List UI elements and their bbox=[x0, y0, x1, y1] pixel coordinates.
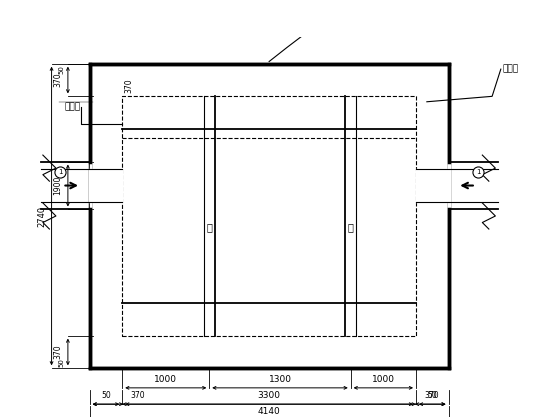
Text: 50: 50 bbox=[101, 391, 111, 400]
Text: 3300: 3300 bbox=[258, 391, 281, 400]
Text: 棂: 棂 bbox=[206, 222, 212, 232]
Text: 50: 50 bbox=[59, 358, 64, 367]
Text: 1000: 1000 bbox=[372, 375, 395, 383]
Text: 370: 370 bbox=[53, 345, 63, 359]
Text: 出水棂: 出水棂 bbox=[65, 103, 81, 112]
Text: 50: 50 bbox=[427, 391, 437, 400]
Text: 进水棂: 进水棂 bbox=[503, 65, 519, 73]
Text: 1900: 1900 bbox=[53, 176, 63, 195]
Text: 50: 50 bbox=[59, 65, 64, 73]
Text: 4140: 4140 bbox=[258, 407, 281, 416]
Text: 370: 370 bbox=[130, 391, 146, 400]
Text: 370: 370 bbox=[124, 79, 133, 93]
Text: 棂: 棂 bbox=[348, 222, 354, 232]
Text: 1000: 1000 bbox=[155, 375, 178, 383]
Text: 370: 370 bbox=[53, 73, 63, 87]
Text: 1: 1 bbox=[58, 170, 63, 176]
Text: 370: 370 bbox=[424, 391, 439, 400]
Bar bbox=[90, 64, 449, 368]
Text: 1300: 1300 bbox=[268, 375, 292, 383]
Text: 1: 1 bbox=[476, 170, 480, 176]
Text: 2740: 2740 bbox=[37, 205, 46, 226]
Bar bbox=[122, 96, 416, 336]
